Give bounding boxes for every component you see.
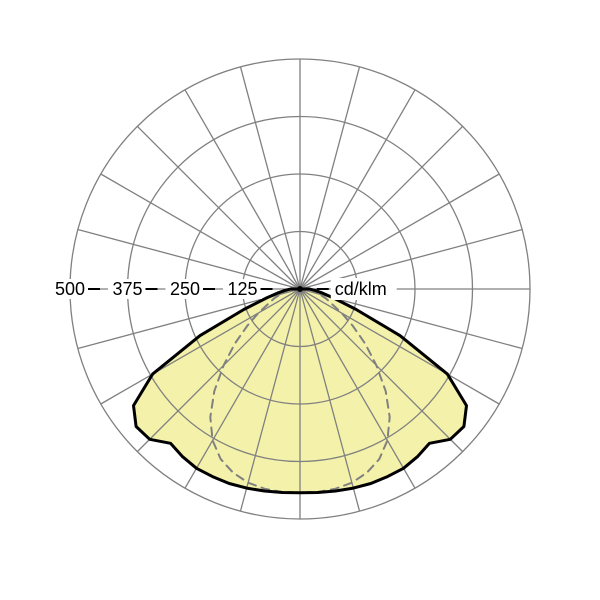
axis-tick-label: 250	[170, 279, 200, 299]
axis-tick-label: 500	[55, 279, 85, 299]
photometric-polar-chart: 500 375 250 125 cd/klm	[0, 0, 600, 600]
origin-marker	[297, 286, 303, 292]
axis-tick-label: 375	[112, 279, 142, 299]
unit-label: cd/klm	[335, 279, 387, 299]
axis-tick-label: 125	[227, 279, 257, 299]
